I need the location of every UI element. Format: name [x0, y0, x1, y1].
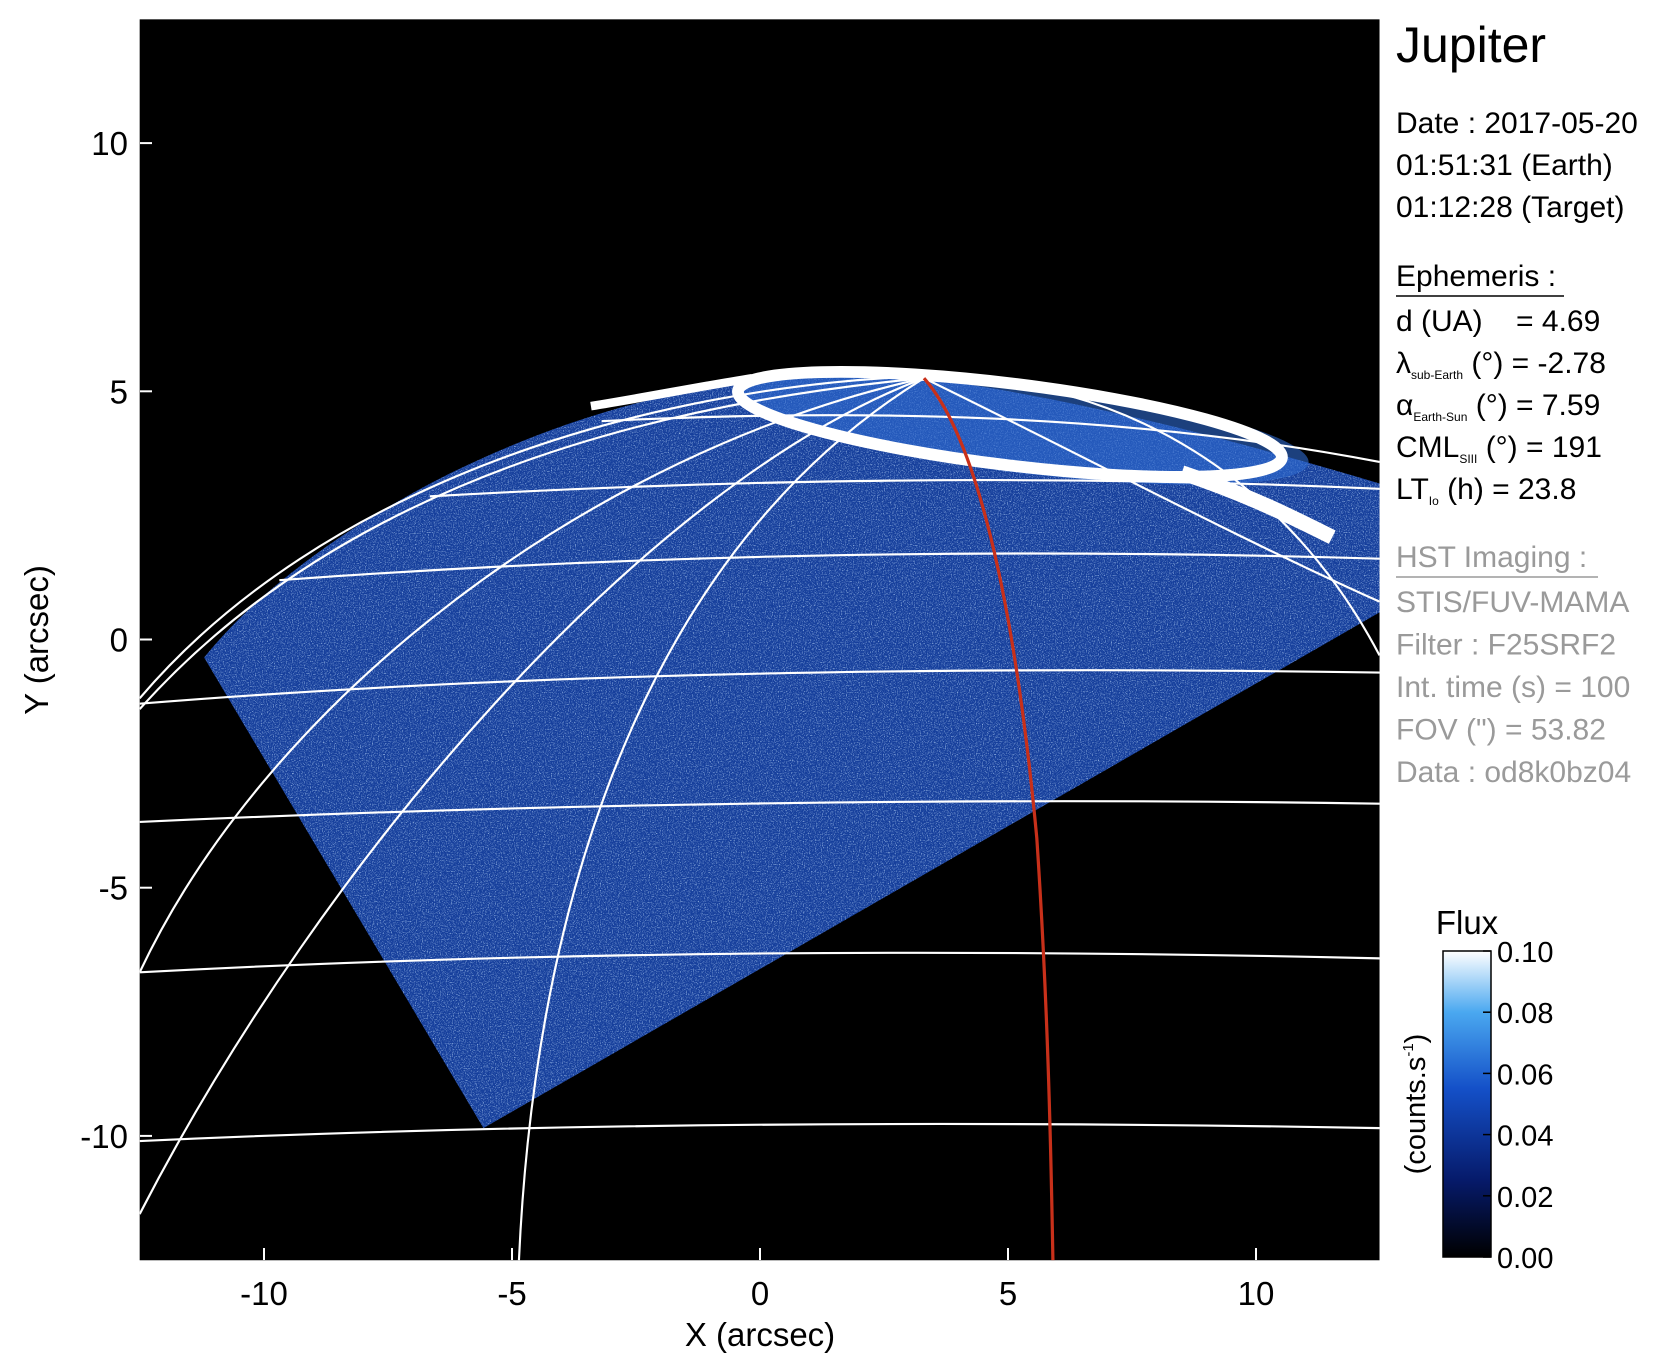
value-text: (°) = 191 — [1477, 431, 1602, 464]
colorbar-title: Flux — [1436, 904, 1499, 941]
x-tick-label: 0 — [751, 1275, 769, 1312]
y-tick-label: 0 — [110, 622, 128, 659]
footprint-noise — [204, 375, 1380, 1129]
imaging-line: Filter : F25SRF2 — [1396, 629, 1616, 662]
imaging-line: Int. time (s) = 100 — [1396, 671, 1630, 704]
symbol: α — [1396, 389, 1413, 422]
info-line: 01:12:28 (Target) — [1396, 191, 1624, 224]
symbol: λ — [1396, 347, 1411, 380]
colorbar-tick-label: 0.10 — [1497, 937, 1553, 969]
ephemeris-item: αEarth-Sun (°) = 7.59 — [1396, 389, 1600, 424]
central-meridian — [922, 377, 1055, 1261]
colorbar — [1442, 950, 1492, 1258]
subscript: Earth-Sun — [1413, 410, 1467, 424]
colorbar-label: (counts.s-1) — [1400, 1034, 1432, 1175]
image — [139, 365, 1380, 1261]
value-text: = 4.69 — [1483, 305, 1601, 338]
grid-overlay — [139, 374, 1380, 1261]
imaging-line: FOV (") = 53.82 — [1396, 714, 1606, 747]
label-end: ) — [1400, 1034, 1432, 1044]
x-tick-label: 10 — [1238, 1275, 1275, 1312]
imaging-line: STIS/FUV-MAMA — [1396, 586, 1629, 619]
subscript: SIII — [1459, 452, 1477, 466]
value-text: (h) = 23.8 — [1439, 473, 1577, 506]
y-tick-label: 10 — [91, 125, 128, 162]
y-tick-label: -5 — [99, 870, 128, 907]
x-tick-label: -10 — [240, 1275, 288, 1312]
panel-title: Jupiter — [1396, 17, 1546, 73]
ephemeris-item: λsub-Earth (°) = -2.78 — [1396, 347, 1606, 382]
ephemeris-item: d (UA) = 4.69 — [1396, 305, 1600, 338]
x-tick-label: -5 — [497, 1275, 526, 1312]
label-sup: -1 — [1400, 1043, 1417, 1056]
colorbar-tick-label: 0.02 — [1497, 1182, 1553, 1214]
subscript: sub-Earth — [1411, 368, 1463, 382]
imaging-title: HST Imaging : — [1396, 541, 1587, 574]
symbol: LT — [1396, 473, 1429, 506]
info-line: 01:51:31 (Earth) — [1396, 149, 1613, 182]
ephemeris-item: CMLSIII (°) = 191 — [1396, 431, 1602, 466]
y-tick-label: -10 — [80, 1118, 128, 1155]
colorbar-tick-label: 0.08 — [1497, 998, 1553, 1030]
ephemeris-title: Ephemeris : — [1396, 260, 1556, 293]
ephemeris-item: LTIo (h) = 23.8 — [1396, 473, 1576, 508]
y-axis-label: Y (arcsec) — [18, 565, 55, 715]
image-layer — [139, 19, 1380, 1261]
colorbar-tick-label: 0.06 — [1497, 1059, 1553, 1091]
symbol: CML — [1396, 431, 1459, 464]
subscript: Io — [1429, 494, 1439, 508]
y-tick-label: 5 — [110, 373, 128, 410]
label-main: (counts.s — [1400, 1057, 1432, 1175]
x-tick-label: 5 — [999, 1275, 1017, 1312]
value-text: (°) = 7.59 — [1467, 389, 1600, 422]
colorbar-tick-label: 0.04 — [1497, 1121, 1553, 1153]
colorbar-tick-label: 0.00 — [1497, 1243, 1553, 1275]
imaging-line: Data : od8k0bz04 — [1396, 756, 1631, 789]
x-axis-label: X (arcsec) — [685, 1316, 835, 1353]
info-line: Date : 2017-05-20 — [1396, 107, 1638, 140]
value-text: (°) = -2.78 — [1463, 347, 1606, 380]
aurora-arc — [590, 373, 753, 411]
symbol: d (UA) — [1396, 305, 1483, 338]
